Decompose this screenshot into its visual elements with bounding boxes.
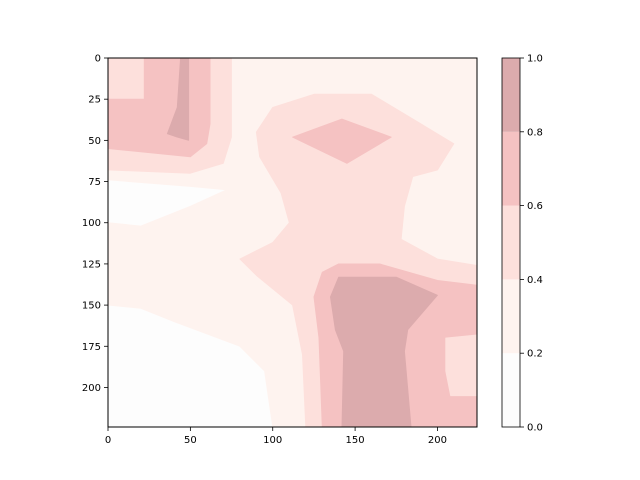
colorbar-frame xyxy=(501,57,521,428)
colorbar-band-1 xyxy=(502,279,520,354)
colorbar-tick-label: 0.6 xyxy=(527,201,543,212)
colorbar-band-0 xyxy=(502,353,520,427)
y-axis: 0 25 50 75 100 125 150 175 200 xyxy=(82,54,108,394)
x-tick-label: 50 xyxy=(184,435,197,446)
x-tick-label: 0 xyxy=(105,435,111,446)
colorbar-band-4 xyxy=(502,58,520,132)
contour-regions xyxy=(108,58,477,427)
x-tick-label: 150 xyxy=(346,435,365,446)
contour-region-7 xyxy=(445,334,477,397)
colorbar-tick-label: 0.4 xyxy=(527,275,543,286)
colorbar-band-2 xyxy=(502,205,520,280)
contour-region-3 xyxy=(166,58,190,141)
colorbar-band-3 xyxy=(502,131,520,206)
y-tick-label: 25 xyxy=(88,95,101,106)
x-axis: 0 50 100 150 200 xyxy=(105,427,447,446)
colorbar: 0.0 0.2 0.4 0.6 0.8 1.0 xyxy=(501,54,543,434)
y-tick-label: 100 xyxy=(82,218,101,229)
contour-region-5 xyxy=(292,118,392,164)
colorbar-tick-label: 0.8 xyxy=(527,127,543,138)
y-tick-label: 175 xyxy=(82,342,101,353)
contour-region-8 xyxy=(329,276,438,427)
x-tick-label: 100 xyxy=(263,435,282,446)
x-tick-label: 200 xyxy=(428,435,447,446)
colorbar-tick-label: 0.2 xyxy=(527,349,543,360)
y-tick-label: 125 xyxy=(82,259,101,270)
y-tick-label: 150 xyxy=(82,301,101,312)
y-tick-label: 75 xyxy=(88,177,101,188)
y-tick-label: 0 xyxy=(95,54,101,65)
y-tick-label: 200 xyxy=(82,383,101,394)
colorbar-tick-label: 0.0 xyxy=(527,423,543,434)
colorbar-tick-label: 1.0 xyxy=(527,54,543,65)
y-tick-label: 50 xyxy=(88,136,101,147)
plot-frame xyxy=(107,57,478,428)
